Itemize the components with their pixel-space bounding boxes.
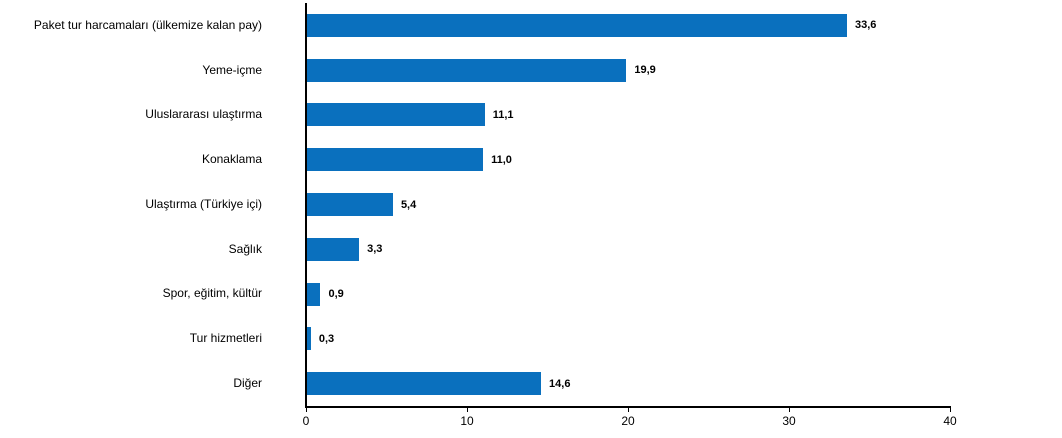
bar-track: 14,6 xyxy=(306,372,950,396)
category-label: Yeme-içme xyxy=(202,62,262,77)
value-label: 11,1 xyxy=(492,108,514,121)
bar-row: Paket tur harcamaları (ülkemize kalan pa… xyxy=(0,3,950,48)
value-label: 11,0 xyxy=(491,153,512,166)
category-label: Spor, eğitim, kültür xyxy=(162,286,262,301)
value-label: 14,6 xyxy=(549,377,571,390)
value-label: 33,6 xyxy=(854,19,877,32)
bar xyxy=(306,193,393,217)
bar-row: Uluslararası ulaştırma 11,1 xyxy=(0,93,950,138)
value-label: 0,3 xyxy=(318,332,335,345)
x-axis-line xyxy=(305,406,951,408)
bar xyxy=(306,103,485,127)
x-axis-tick xyxy=(466,407,468,412)
value-label: 3,3 xyxy=(367,243,383,256)
value-label: 19,9 xyxy=(634,64,656,77)
bar-row: Diğer 14,6 xyxy=(0,361,950,406)
x-axis-tick-label: 30 xyxy=(782,414,796,428)
bar-track: 3,3 xyxy=(306,237,950,261)
category-label: Tur hizmetleri xyxy=(189,331,262,346)
category-label: Uluslararası ulaştırma xyxy=(145,107,262,122)
x-axis-tick-label: 0 xyxy=(302,414,310,428)
bar-row: Spor, eğitim, kültür 0,9 xyxy=(0,272,950,317)
x-axis-tick xyxy=(949,407,951,412)
category-label: Diğer xyxy=(233,376,262,391)
bar-track: 0,9 xyxy=(306,282,950,306)
bar xyxy=(306,148,484,172)
y-axis-line xyxy=(305,3,307,407)
bar-row: Tur hizmetleri 0,3 xyxy=(0,316,950,361)
bar xyxy=(306,58,627,82)
category-label: Ulaştırma (Türkiye içi) xyxy=(145,196,262,211)
bar-track: 0,3 xyxy=(306,327,950,351)
bar xyxy=(306,327,311,351)
category-label: Konaklama xyxy=(201,152,262,167)
bar-rows: Paket tur harcamaları (ülkemize kalan pa… xyxy=(0,3,950,406)
category-label: Paket tur harcamaları (ülkemize kalan pa… xyxy=(33,17,262,32)
bar-track: 33,6 xyxy=(306,13,950,37)
bar xyxy=(306,282,321,306)
bar-track: 19,9 xyxy=(306,58,950,82)
bar xyxy=(306,372,542,396)
bar-track: 5,4 xyxy=(306,193,950,217)
x-axis-tick-label: 20 xyxy=(621,414,635,428)
value-label: 0,9 xyxy=(328,288,344,301)
bar-row: Ulaştırma (Türkiye içi) 5,4 xyxy=(0,182,950,227)
x-axis-tick xyxy=(305,407,307,412)
x-axis-tick-label: 10 xyxy=(460,414,474,428)
category-label: Sağlık xyxy=(228,241,262,256)
bar-row: Sağlık 3,3 xyxy=(0,227,950,272)
bar xyxy=(306,237,360,261)
bar-row: Konaklama 11,0 xyxy=(0,137,950,182)
bar xyxy=(306,13,847,37)
x-axis-tick xyxy=(627,407,629,412)
bar-track: 11,0 xyxy=(306,148,950,172)
value-label: 5,4 xyxy=(400,198,417,211)
x-axis-tick xyxy=(788,407,790,412)
bar-row: Yeme-içme 19,9 xyxy=(0,48,950,93)
bar-track: 11,1 xyxy=(306,103,950,127)
x-axis-tick-label: 40 xyxy=(943,414,957,428)
